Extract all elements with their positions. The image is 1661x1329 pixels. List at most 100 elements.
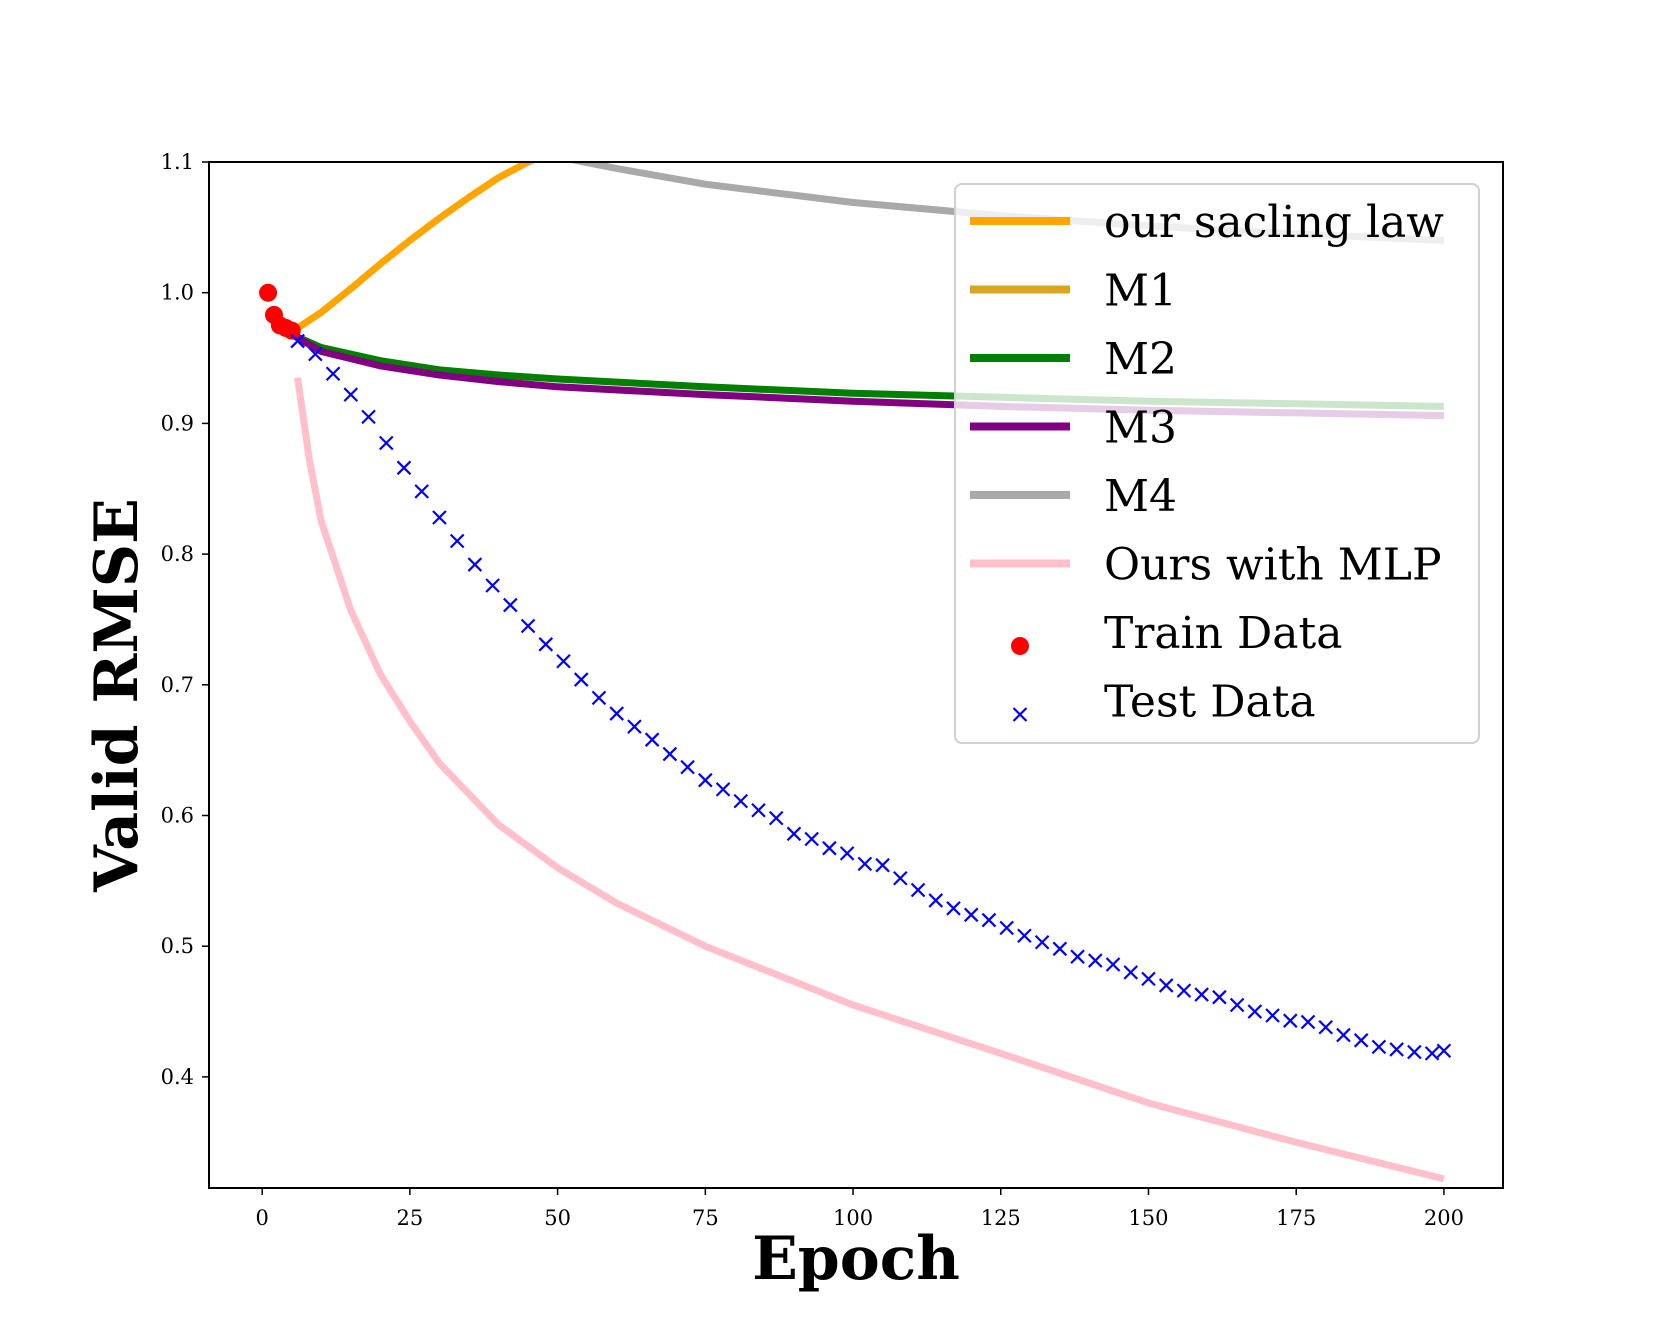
legend-item-train-data: Train Data xyxy=(1011,608,1342,659)
test-data-point xyxy=(343,387,359,402)
test-data-point xyxy=(449,533,465,549)
test-data-point xyxy=(485,578,500,593)
series-our-sacling-law xyxy=(289,162,537,335)
y-tick-label: 0.7 xyxy=(161,673,194,697)
test-data-point xyxy=(1123,965,1139,980)
test-data-point xyxy=(1088,953,1103,968)
legend-label: M4 xyxy=(1104,471,1177,522)
legend-label: M3 xyxy=(1104,403,1177,454)
test-data-point xyxy=(591,690,607,706)
test-data-point xyxy=(1247,1004,1263,1019)
y-tick-label: 0.5 xyxy=(161,934,194,958)
test-data-point xyxy=(875,857,890,873)
test-data-point xyxy=(822,840,837,856)
train-data-point xyxy=(259,283,278,302)
test-data-point xyxy=(946,901,961,916)
y-tick-label: 0.6 xyxy=(161,804,194,828)
axes-frame xyxy=(208,161,1504,1189)
x-tick-label: 25 xyxy=(397,1206,424,1230)
series-line-ours-with-mlp xyxy=(294,377,1445,1183)
test-data-point xyxy=(893,870,908,886)
test-data-point xyxy=(1017,928,1032,944)
test-data-point xyxy=(627,719,642,734)
x-tick-label: 100 xyxy=(833,1206,873,1230)
test-data-point xyxy=(1052,941,1068,957)
y-tick-label: 0.8 xyxy=(161,542,194,566)
legend-item-m3: M3 xyxy=(970,403,1177,454)
x-axis-title: Epoch xyxy=(752,1224,960,1294)
legend-item-our-sacling-law: our sacling law xyxy=(970,197,1444,248)
test-data-point xyxy=(1424,1046,1440,1061)
y-axis: 0.4 0.5 0.6 0.7 0.8 0.9 1.0 1.1 xyxy=(161,150,209,1089)
test-data-point xyxy=(520,618,536,634)
series-line-our-sacling-law xyxy=(289,162,537,335)
y-tick-label: 1.0 xyxy=(161,281,194,305)
test-data-point xyxy=(1389,1042,1404,1057)
test-data-point xyxy=(1283,1013,1298,1028)
test-data-point xyxy=(839,846,855,861)
test-data-point xyxy=(928,893,944,908)
legend-item-test-data: Test Data xyxy=(1012,677,1316,728)
test-data-point xyxy=(804,831,819,847)
test-data-point xyxy=(786,826,802,842)
test-data-point xyxy=(751,802,766,818)
test-data-point xyxy=(1070,949,1085,964)
x-tick-label: 200 xyxy=(1424,1206,1464,1230)
train-data-point xyxy=(282,321,301,340)
test-data-point xyxy=(680,759,695,775)
test-data-point xyxy=(1034,935,1050,950)
test-data-point xyxy=(361,409,376,425)
test-data-point xyxy=(1158,978,1174,993)
x-tick-label: 175 xyxy=(1276,1206,1316,1230)
test-data-point xyxy=(556,653,571,669)
test-data-point xyxy=(1141,971,1156,987)
test-data-point xyxy=(609,706,624,721)
legend-item-ours-with-mlp: Ours with MLP xyxy=(970,540,1442,591)
test-data-point xyxy=(644,732,660,747)
test-data-point xyxy=(733,793,749,809)
legend-item-m1: M1 xyxy=(970,266,1177,317)
test-data-point xyxy=(467,557,483,572)
legend-item-m2: M2 xyxy=(970,334,1177,385)
test-data-point xyxy=(1229,997,1245,1013)
test-data-point xyxy=(1194,987,1209,1002)
legend-label: Ours with MLP xyxy=(1104,540,1442,591)
series-test-data xyxy=(290,333,1452,1061)
test-data-point xyxy=(1318,1019,1334,1035)
y-axis-title: Valid RMSE xyxy=(82,498,152,893)
test-data-point xyxy=(999,920,1014,936)
plot-area xyxy=(259,162,1452,1183)
test-data-point xyxy=(1336,1027,1351,1043)
legend-x-swatch xyxy=(1012,707,1028,722)
x-tick-label: 0 xyxy=(255,1206,268,1230)
test-data-point xyxy=(378,435,394,451)
legend-frame xyxy=(954,183,1480,744)
test-data-point xyxy=(698,772,713,788)
y-tick-label: 0.9 xyxy=(161,411,194,435)
test-data-point xyxy=(1176,983,1192,998)
x-tick-label: 50 xyxy=(544,1206,571,1230)
test-data-point xyxy=(414,484,429,499)
legend-label: M1 xyxy=(1104,266,1177,317)
test-data-point xyxy=(538,637,554,652)
test-data-point xyxy=(1212,989,1227,1005)
test-data-point xyxy=(1265,1008,1280,1023)
y-tick-label: 1.1 xyxy=(161,150,194,174)
test-data-point xyxy=(290,333,305,349)
test-data-point xyxy=(1353,1033,1369,1048)
test-data-point xyxy=(1300,1014,1316,1030)
y-tick-label: 0.4 xyxy=(161,1065,194,1089)
test-data-point xyxy=(308,346,323,362)
series-ours-with-mlp xyxy=(294,377,1445,1183)
legend-label: Test Data xyxy=(1104,677,1316,728)
test-data-point xyxy=(963,907,979,923)
test-data-point xyxy=(503,597,518,613)
test-data-point xyxy=(662,746,678,762)
x-tick-label: 75 xyxy=(692,1206,719,1230)
x-tick-label: 125 xyxy=(981,1206,1021,1230)
legend-item-m4: M4 xyxy=(970,471,1177,522)
test-data-point xyxy=(1436,1043,1452,1059)
test-data-point xyxy=(432,510,447,525)
test-data-point xyxy=(981,912,997,928)
